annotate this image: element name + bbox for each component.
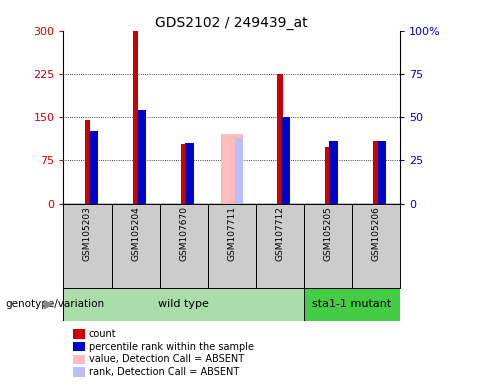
Bar (84, 120, 90, 204)
Text: value, Detection Call = ABSENT: value, Detection Call = ABSENT (89, 354, 244, 364)
Bar (378, 141, 386, 204)
Bar (208, 204, 256, 288)
Bar (181, 144, 186, 204)
Text: GSM107711: GSM107711 (227, 206, 236, 261)
Bar (112, 204, 160, 288)
Text: GSM105203: GSM105203 (83, 206, 92, 261)
Text: ▶: ▶ (44, 298, 54, 311)
Text: count: count (89, 329, 117, 339)
Text: GSM105204: GSM105204 (131, 206, 140, 261)
Text: GSM105205: GSM105205 (324, 206, 332, 261)
Bar (277, 74, 283, 204)
Text: genotype/variation: genotype/variation (5, 299, 104, 310)
Text: rank, Detection Call = ABSENT: rank, Detection Call = ABSENT (89, 367, 239, 377)
Bar (304, 288, 400, 321)
Bar (133, 31, 139, 204)
Bar (137, 110, 146, 204)
Bar (63, 288, 304, 321)
Bar (329, 141, 338, 204)
Text: GSM107670: GSM107670 (179, 206, 188, 261)
Bar (185, 143, 194, 204)
Bar (63, 204, 112, 288)
Bar (352, 204, 400, 288)
Bar (373, 141, 379, 204)
Text: percentile rank within the sample: percentile rank within the sample (89, 342, 254, 352)
Text: wild type: wild type (158, 299, 209, 310)
Bar (235, 138, 244, 204)
Text: GSM105206: GSM105206 (371, 206, 381, 261)
Bar (160, 204, 208, 288)
Bar (304, 204, 352, 288)
Bar (256, 204, 304, 288)
Bar (89, 131, 98, 204)
Title: GDS2102 / 249439_at: GDS2102 / 249439_at (156, 16, 308, 30)
Bar (282, 117, 290, 204)
Bar (325, 147, 331, 204)
Text: sta1-1 mutant: sta1-1 mutant (312, 299, 392, 310)
Bar (221, 134, 243, 204)
Text: GSM107712: GSM107712 (275, 206, 285, 261)
